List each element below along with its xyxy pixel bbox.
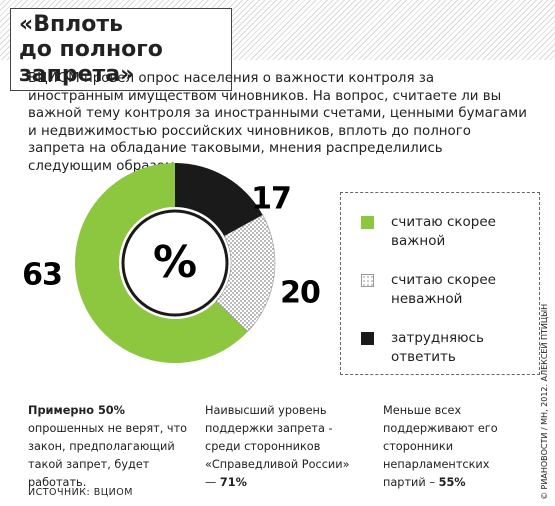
- intro-text: ВЦИОМ провел опрос населения о важности …: [28, 71, 527, 174]
- legend: считаю скорее важной считаю скорее неважн…: [340, 192, 540, 375]
- legend-label: считаю скорее важной: [391, 214, 496, 249]
- legend-swatch: [361, 274, 374, 287]
- value-label: 20: [280, 276, 320, 311]
- legend-label: считаю скорее неважной: [391, 272, 496, 307]
- note-text: Меньше всех поддерживают его сторонники …: [383, 404, 498, 489]
- note-text: Наивысший уровень поддержки запрета - ср…: [205, 404, 350, 489]
- center-circle: [121, 209, 229, 317]
- source: ИСТОЧНИК: ВЦИОМ: [28, 487, 133, 498]
- legend-swatch: [361, 332, 374, 345]
- chart-title: «Вплоть до полного запрета»: [10, 8, 232, 91]
- note: Меньше всех поддерживают его сторонники …: [383, 402, 533, 492]
- value-label: 63: [22, 258, 62, 293]
- credit: © РИАНОВОСТИ / МН, 2012. АЛЕКСЕЙ ПТИЦЫН: [540, 303, 549, 500]
- pie-slice: [175, 163, 263, 237]
- title-line: «Вплоть: [19, 12, 124, 37]
- title-line: до полного запрета»: [19, 37, 163, 87]
- pie-slice: [215, 214, 276, 332]
- legend-swatch: [361, 216, 374, 229]
- note-text: 55%: [438, 476, 466, 489]
- note-text: Примерно 50%: [28, 404, 125, 417]
- note: Примерно 50% опрошенных не верят, что за…: [28, 402, 188, 492]
- note-text: опрошенных не верят, что закон, предпола…: [28, 422, 188, 489]
- pie-slice: [75, 163, 248, 364]
- center-label: %: [153, 237, 197, 288]
- note: Наивысший уровень поддержки запрета - ср…: [205, 402, 360, 492]
- value-label: 17: [251, 182, 291, 217]
- note-text: 71%: [219, 476, 247, 489]
- legend-label: затрудняюсь ответить: [391, 330, 484, 365]
